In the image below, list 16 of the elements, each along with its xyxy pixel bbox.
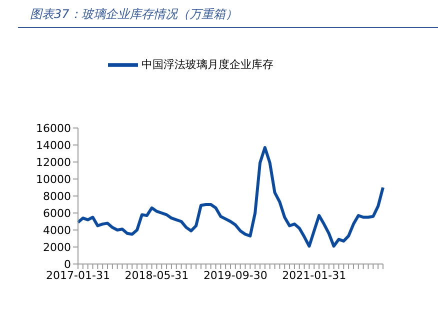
y-tick-label: 0: [64, 258, 71, 271]
y-tick-label: 16000: [36, 122, 71, 135]
chart-title: 图表37：玻璃企业库存情况（万重箱）: [30, 6, 238, 23]
y-tick-label: 4000: [43, 224, 71, 237]
y-tick-label: 8000: [43, 190, 71, 203]
y-tick-label: 12000: [36, 156, 71, 169]
y-tick-label: 10000: [36, 172, 71, 186]
x-tick-label: 2019-09-30: [203, 268, 268, 282]
legend-label: 中国浮法玻璃月度企业库存: [142, 58, 274, 72]
x-tick-label: 2021-01-31: [282, 268, 346, 282]
x-tick-label: 2018-05-31: [124, 268, 189, 282]
y-tick-label: 14000: [36, 138, 71, 152]
y-tick-label: 6000: [43, 206, 71, 220]
y-tick-label: 2000: [43, 240, 71, 254]
line-series: [76, 146, 384, 248]
x-tick-label: 2017-01-31: [46, 268, 110, 282]
